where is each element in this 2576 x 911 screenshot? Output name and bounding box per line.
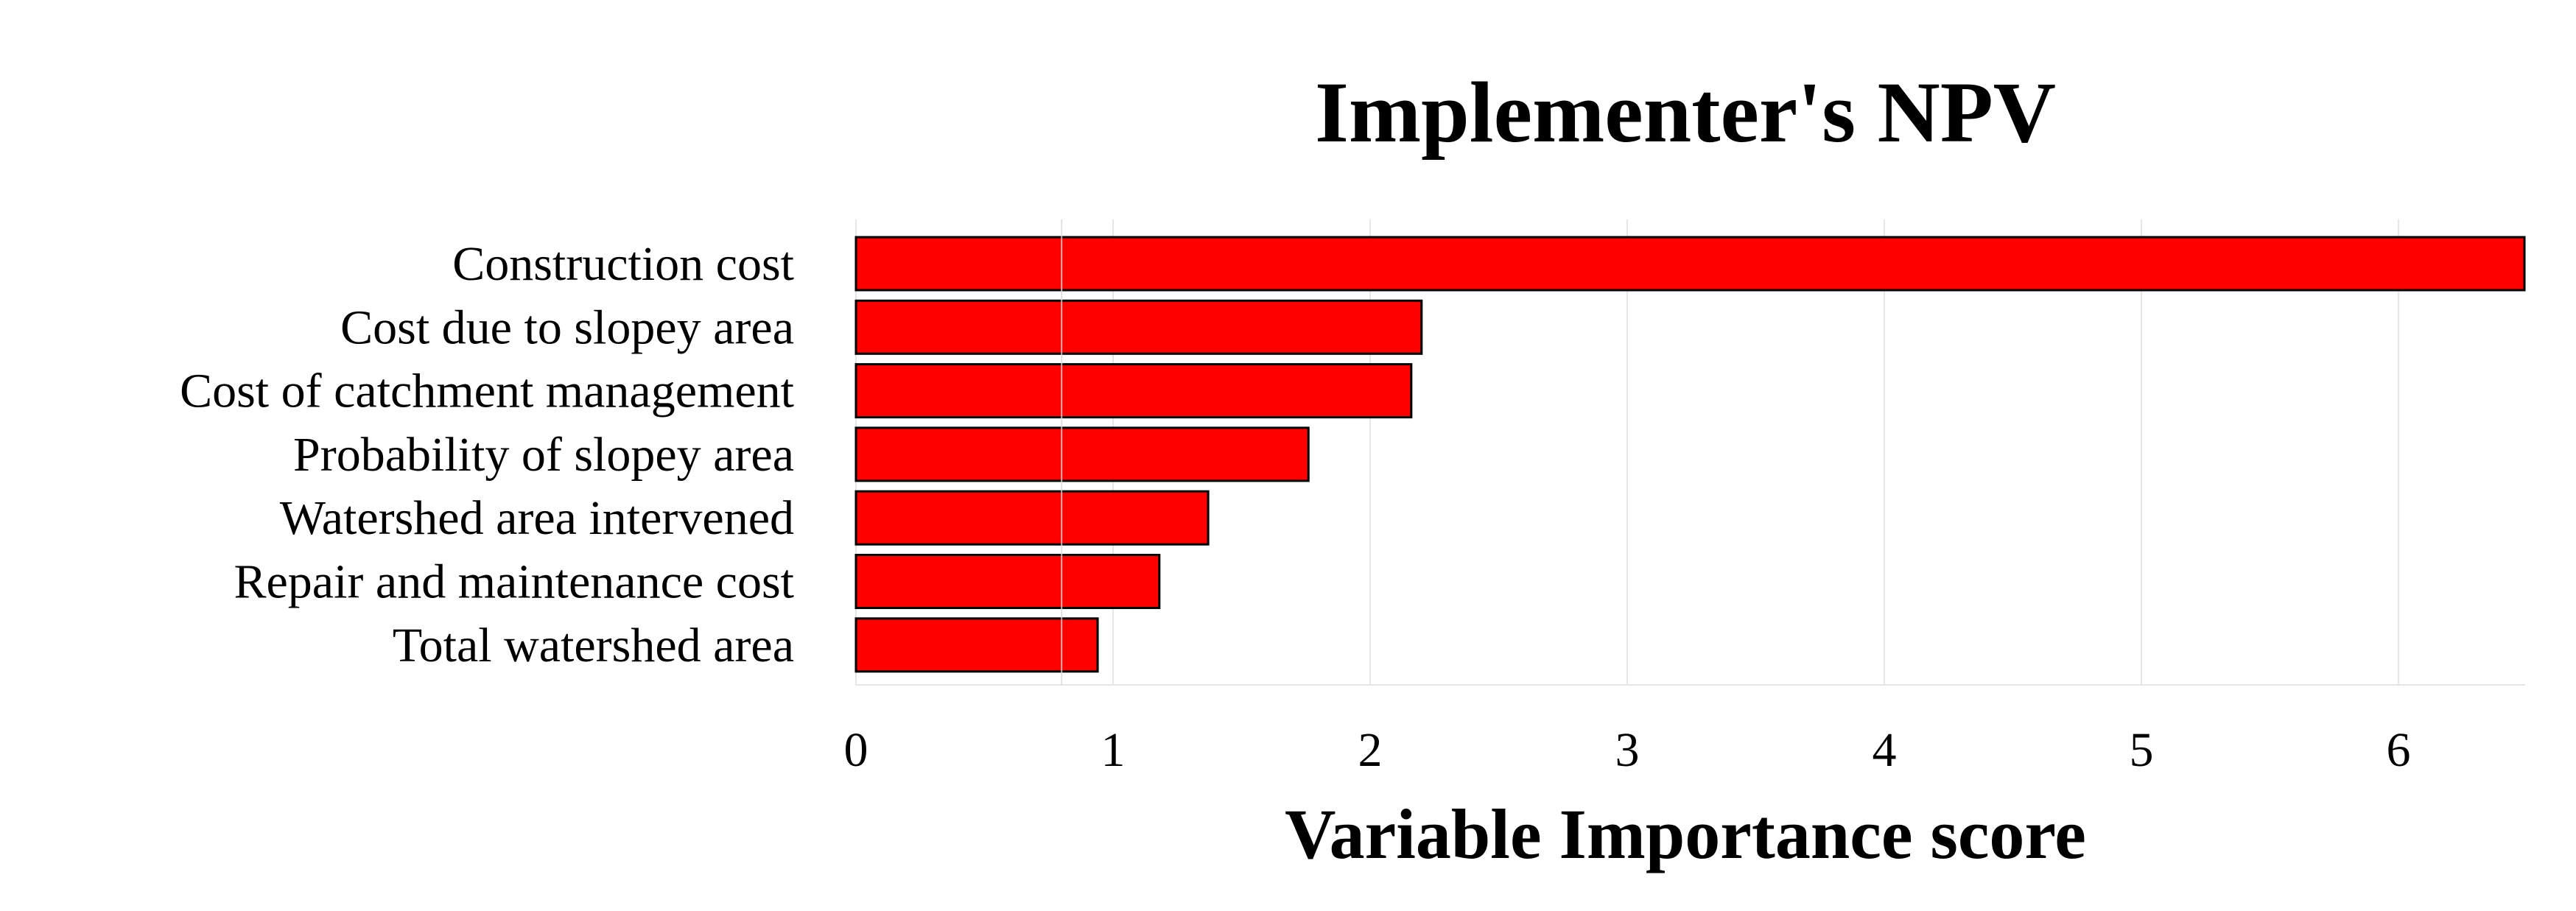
bar-6: [854, 617, 1099, 673]
x-tick-label-6: 6: [2387, 723, 2411, 777]
category-label-2: Cost of catchment management: [180, 365, 794, 418]
category-label-5: Repair and maintenance cost: [234, 555, 794, 609]
bar-5: [854, 554, 1161, 609]
bar-0: [854, 236, 2526, 292]
grid-layer: [855, 219, 2525, 686]
category-labels-layer: Construction cost Cost due to slopey area…: [180, 237, 794, 672]
chart-title: Implementer's NPV: [1315, 64, 2056, 161]
x-tick-label-3: 3: [1615, 723, 1640, 777]
bar-2: [854, 363, 1413, 419]
x-tick-labels-layer: 0 1 2 3 4 5 6: [844, 723, 2411, 777]
bar-4: [854, 490, 1210, 546]
category-label-3: Probability of slopey area: [293, 428, 794, 482]
bars-layer: [854, 236, 2526, 673]
bar-1: [854, 299, 1423, 355]
bar-3: [854, 426, 1310, 482]
x-axis-title: Variable Importance score: [1285, 795, 2086, 873]
x-tick-label-4: 4: [1873, 723, 1897, 777]
x-tick-label-2: 2: [1358, 723, 1383, 777]
x-tick-label-1: 1: [1101, 723, 1126, 777]
category-label-1: Cost due to slopey area: [340, 300, 794, 354]
category-label-6: Total watershed area: [393, 619, 794, 672]
category-label-0: Construction cost: [452, 237, 794, 291]
x-tick-label-0: 0: [844, 723, 868, 777]
category-label-4: Watershed area intervened: [280, 491, 794, 545]
x-tick-label-5: 5: [2130, 723, 2154, 777]
